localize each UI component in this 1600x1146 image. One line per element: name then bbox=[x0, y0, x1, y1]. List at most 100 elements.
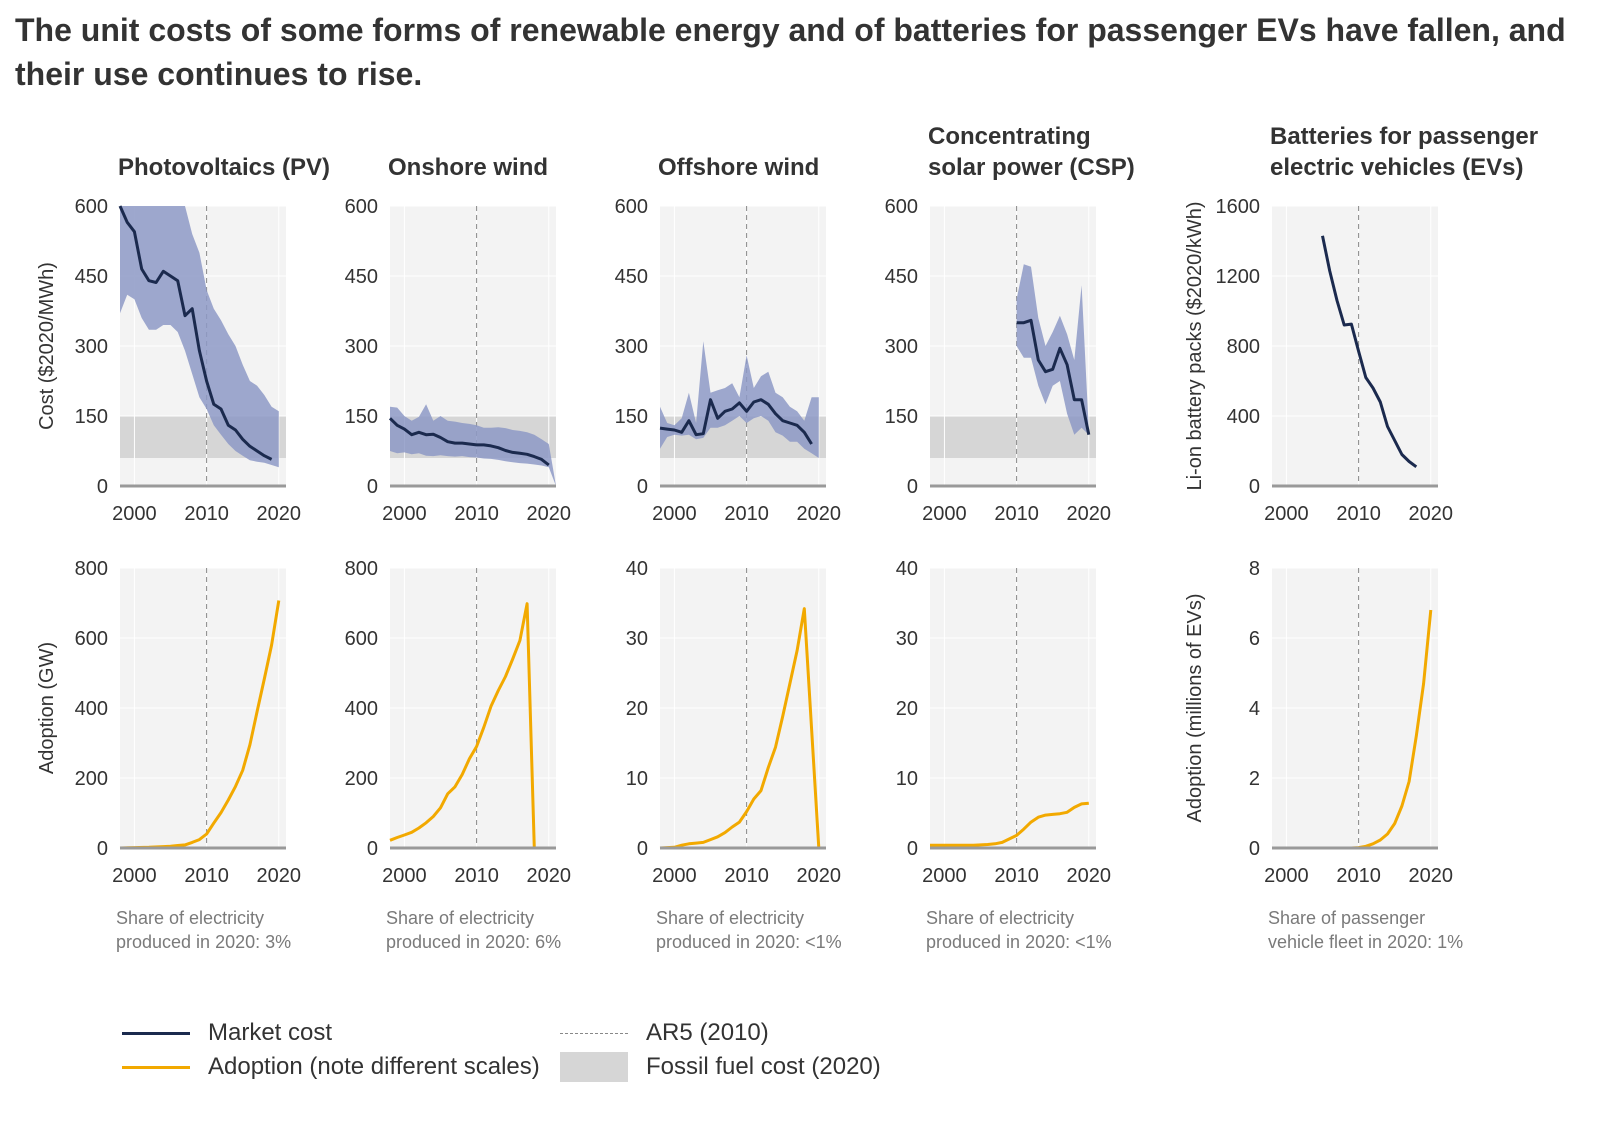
x-tick-label: 2010 bbox=[724, 503, 769, 525]
y-tick-label: 0 bbox=[637, 476, 648, 498]
share-note: produced in 2020: <1% bbox=[926, 932, 1112, 952]
y-tick-label: 150 bbox=[885, 406, 918, 428]
y-tick-label: 300 bbox=[75, 336, 108, 358]
x-tick-label: 2000 bbox=[112, 865, 157, 887]
market-cost-line bbox=[1016, 318, 1091, 436]
x-tick-label: 2020 bbox=[527, 865, 572, 887]
y-tick-label: 300 bbox=[885, 336, 918, 358]
panel-ev-cost: 0 400 800 1200 1600 2000 2010 2020 Li-on battery… bbox=[1184, 196, 1453, 525]
x-tick-label: 2000 bbox=[382, 865, 427, 887]
y-tick-label: 1200 bbox=[1216, 266, 1261, 288]
y-tick-label: 150 bbox=[615, 406, 648, 428]
column-title: Offshore wind bbox=[658, 154, 820, 181]
adoption-swatch bbox=[122, 1065, 190, 1069]
x-tick-label: 2010 bbox=[1336, 865, 1381, 887]
x-tick-label: 2010 bbox=[994, 503, 1039, 525]
y-tick-label: 800 bbox=[1227, 336, 1260, 358]
y-tick-label: 2 bbox=[1249, 768, 1260, 790]
y-tick-label: 0 bbox=[97, 838, 108, 860]
panel-offshore-cost: 0 150 300 450 600 2000 2010 2020 bbox=[615, 196, 841, 525]
x-tick-label: 2010 bbox=[454, 865, 499, 887]
y-tick-label: 150 bbox=[345, 406, 378, 428]
legend-ar5-label: AR5 (2010) bbox=[646, 1019, 769, 1046]
y-tick-label: 450 bbox=[75, 266, 108, 288]
panel-onshore-cost: 0 150 300 450 600 2000 2010 2020 bbox=[345, 196, 571, 525]
share-note: produced in 2020: <1% bbox=[656, 932, 842, 952]
y-tick-label: 8 bbox=[1249, 558, 1260, 580]
legend-adoption: Adoption (note different scales) bbox=[122, 1050, 540, 1084]
share-note: produced in 2020: 3% bbox=[116, 932, 292, 952]
y-tick-label: 600 bbox=[345, 196, 378, 218]
x-tick-label: 2010 bbox=[454, 503, 499, 525]
x-tick-label: 2000 bbox=[652, 503, 697, 525]
y-axis-label: Cost ($2020/MWh) bbox=[36, 262, 58, 430]
x-tick-label: 2000 bbox=[1264, 865, 1309, 887]
y-tick-label: 0 bbox=[907, 476, 918, 498]
y-tick-label: 600 bbox=[885, 196, 918, 218]
legend-fossil: Fossil fuel cost (2020) bbox=[560, 1050, 881, 1084]
legend-market-cost: Market cost bbox=[122, 1016, 332, 1050]
y-tick-label: 0 bbox=[1249, 838, 1260, 860]
x-tick-label: 2010 bbox=[724, 865, 769, 887]
y-tick-label: 20 bbox=[896, 698, 918, 720]
panel-csp-adoption: 0 10 20 30 40 2000 2010 2020 bbox=[896, 558, 1111, 887]
legend-market-cost-label: Market cost bbox=[208, 1019, 333, 1046]
panel-pv-cost: 0 150 300 450 600 2000 2010 2020 Cost ($2020/MWh… bbox=[36, 196, 301, 525]
y-tick-label: 450 bbox=[885, 266, 918, 288]
y-tick-label: 600 bbox=[75, 628, 108, 650]
y-tick-label: 4 bbox=[1249, 698, 1260, 720]
y-tick-label: 0 bbox=[1249, 476, 1260, 498]
x-tick-label: 2000 bbox=[112, 503, 157, 525]
x-tick-label: 2000 bbox=[652, 865, 697, 887]
y-tick-label: 40 bbox=[896, 558, 918, 580]
column-title: Concentrating bbox=[928, 123, 1091, 150]
y-axis-label: Adoption (GW) bbox=[36, 642, 58, 774]
share-note: produced in 2020: 6% bbox=[386, 932, 562, 952]
y-tick-label: 600 bbox=[75, 196, 108, 218]
cost-range-band bbox=[660, 341, 819, 458]
y-tick-label: 300 bbox=[615, 336, 648, 358]
market-cost-line bbox=[659, 398, 813, 445]
y-tick-label: 30 bbox=[626, 628, 648, 650]
share-note: Share of electricity bbox=[926, 908, 1075, 928]
market-cost-line bbox=[388, 417, 550, 467]
legend-adoption-label: Adoption (note different scales) bbox=[208, 1053, 540, 1080]
y-tick-label: 10 bbox=[626, 768, 648, 790]
column-title: electric vehicles (EVs) bbox=[1270, 154, 1524, 181]
x-tick-label: 2000 bbox=[922, 503, 967, 525]
column-title: Batteries for passenger bbox=[1270, 123, 1539, 150]
column-title: solar power (CSP) bbox=[928, 154, 1135, 181]
panel-onshore-adoption: 0 200 400 600 800 2000 2010 2020 bbox=[345, 558, 571, 887]
fossil-swatch bbox=[560, 1052, 628, 1082]
y-tick-label: 0 bbox=[97, 476, 108, 498]
x-tick-label: 2020 bbox=[1409, 503, 1454, 525]
y-tick-label: 0 bbox=[367, 476, 378, 498]
market-cost-line bbox=[118, 205, 273, 461]
y-tick-label: 200 bbox=[345, 768, 378, 790]
y-tick-label: 6 bbox=[1249, 628, 1260, 650]
y-tick-label: 200 bbox=[75, 768, 108, 790]
y-tick-label: 10 bbox=[896, 768, 918, 790]
panel-csp-cost: 0 150 300 450 600 2000 2010 2020 bbox=[885, 196, 1111, 525]
y-tick-label: 800 bbox=[345, 558, 378, 580]
cost-range-band bbox=[120, 206, 279, 468]
column-title: Photovoltaics (PV) bbox=[118, 154, 331, 181]
adoption-line bbox=[659, 607, 821, 850]
fossil-fuel-band bbox=[930, 416, 1096, 458]
x-tick-label: 2020 bbox=[257, 503, 302, 525]
x-tick-label: 2020 bbox=[1067, 503, 1112, 525]
y-axis-label: Li-on battery packs ($2020/kWh) bbox=[1184, 201, 1206, 490]
x-tick-label: 2000 bbox=[382, 503, 427, 525]
share-note: vehicle fleet in 2020: 1% bbox=[1268, 932, 1464, 952]
y-tick-label: 150 bbox=[75, 406, 108, 428]
y-tick-label: 300 bbox=[345, 336, 378, 358]
y-tick-label: 20 bbox=[626, 698, 648, 720]
legend-ar5: AR5 (2010) bbox=[560, 1016, 769, 1050]
x-tick-label: 2020 bbox=[1067, 865, 1112, 887]
y-tick-label: 0 bbox=[907, 838, 918, 860]
x-tick-label: 2000 bbox=[1264, 503, 1309, 525]
y-tick-label: 800 bbox=[75, 558, 108, 580]
legend-fossil-label: Fossil fuel cost (2020) bbox=[646, 1053, 881, 1080]
y-tick-label: 600 bbox=[345, 628, 378, 650]
